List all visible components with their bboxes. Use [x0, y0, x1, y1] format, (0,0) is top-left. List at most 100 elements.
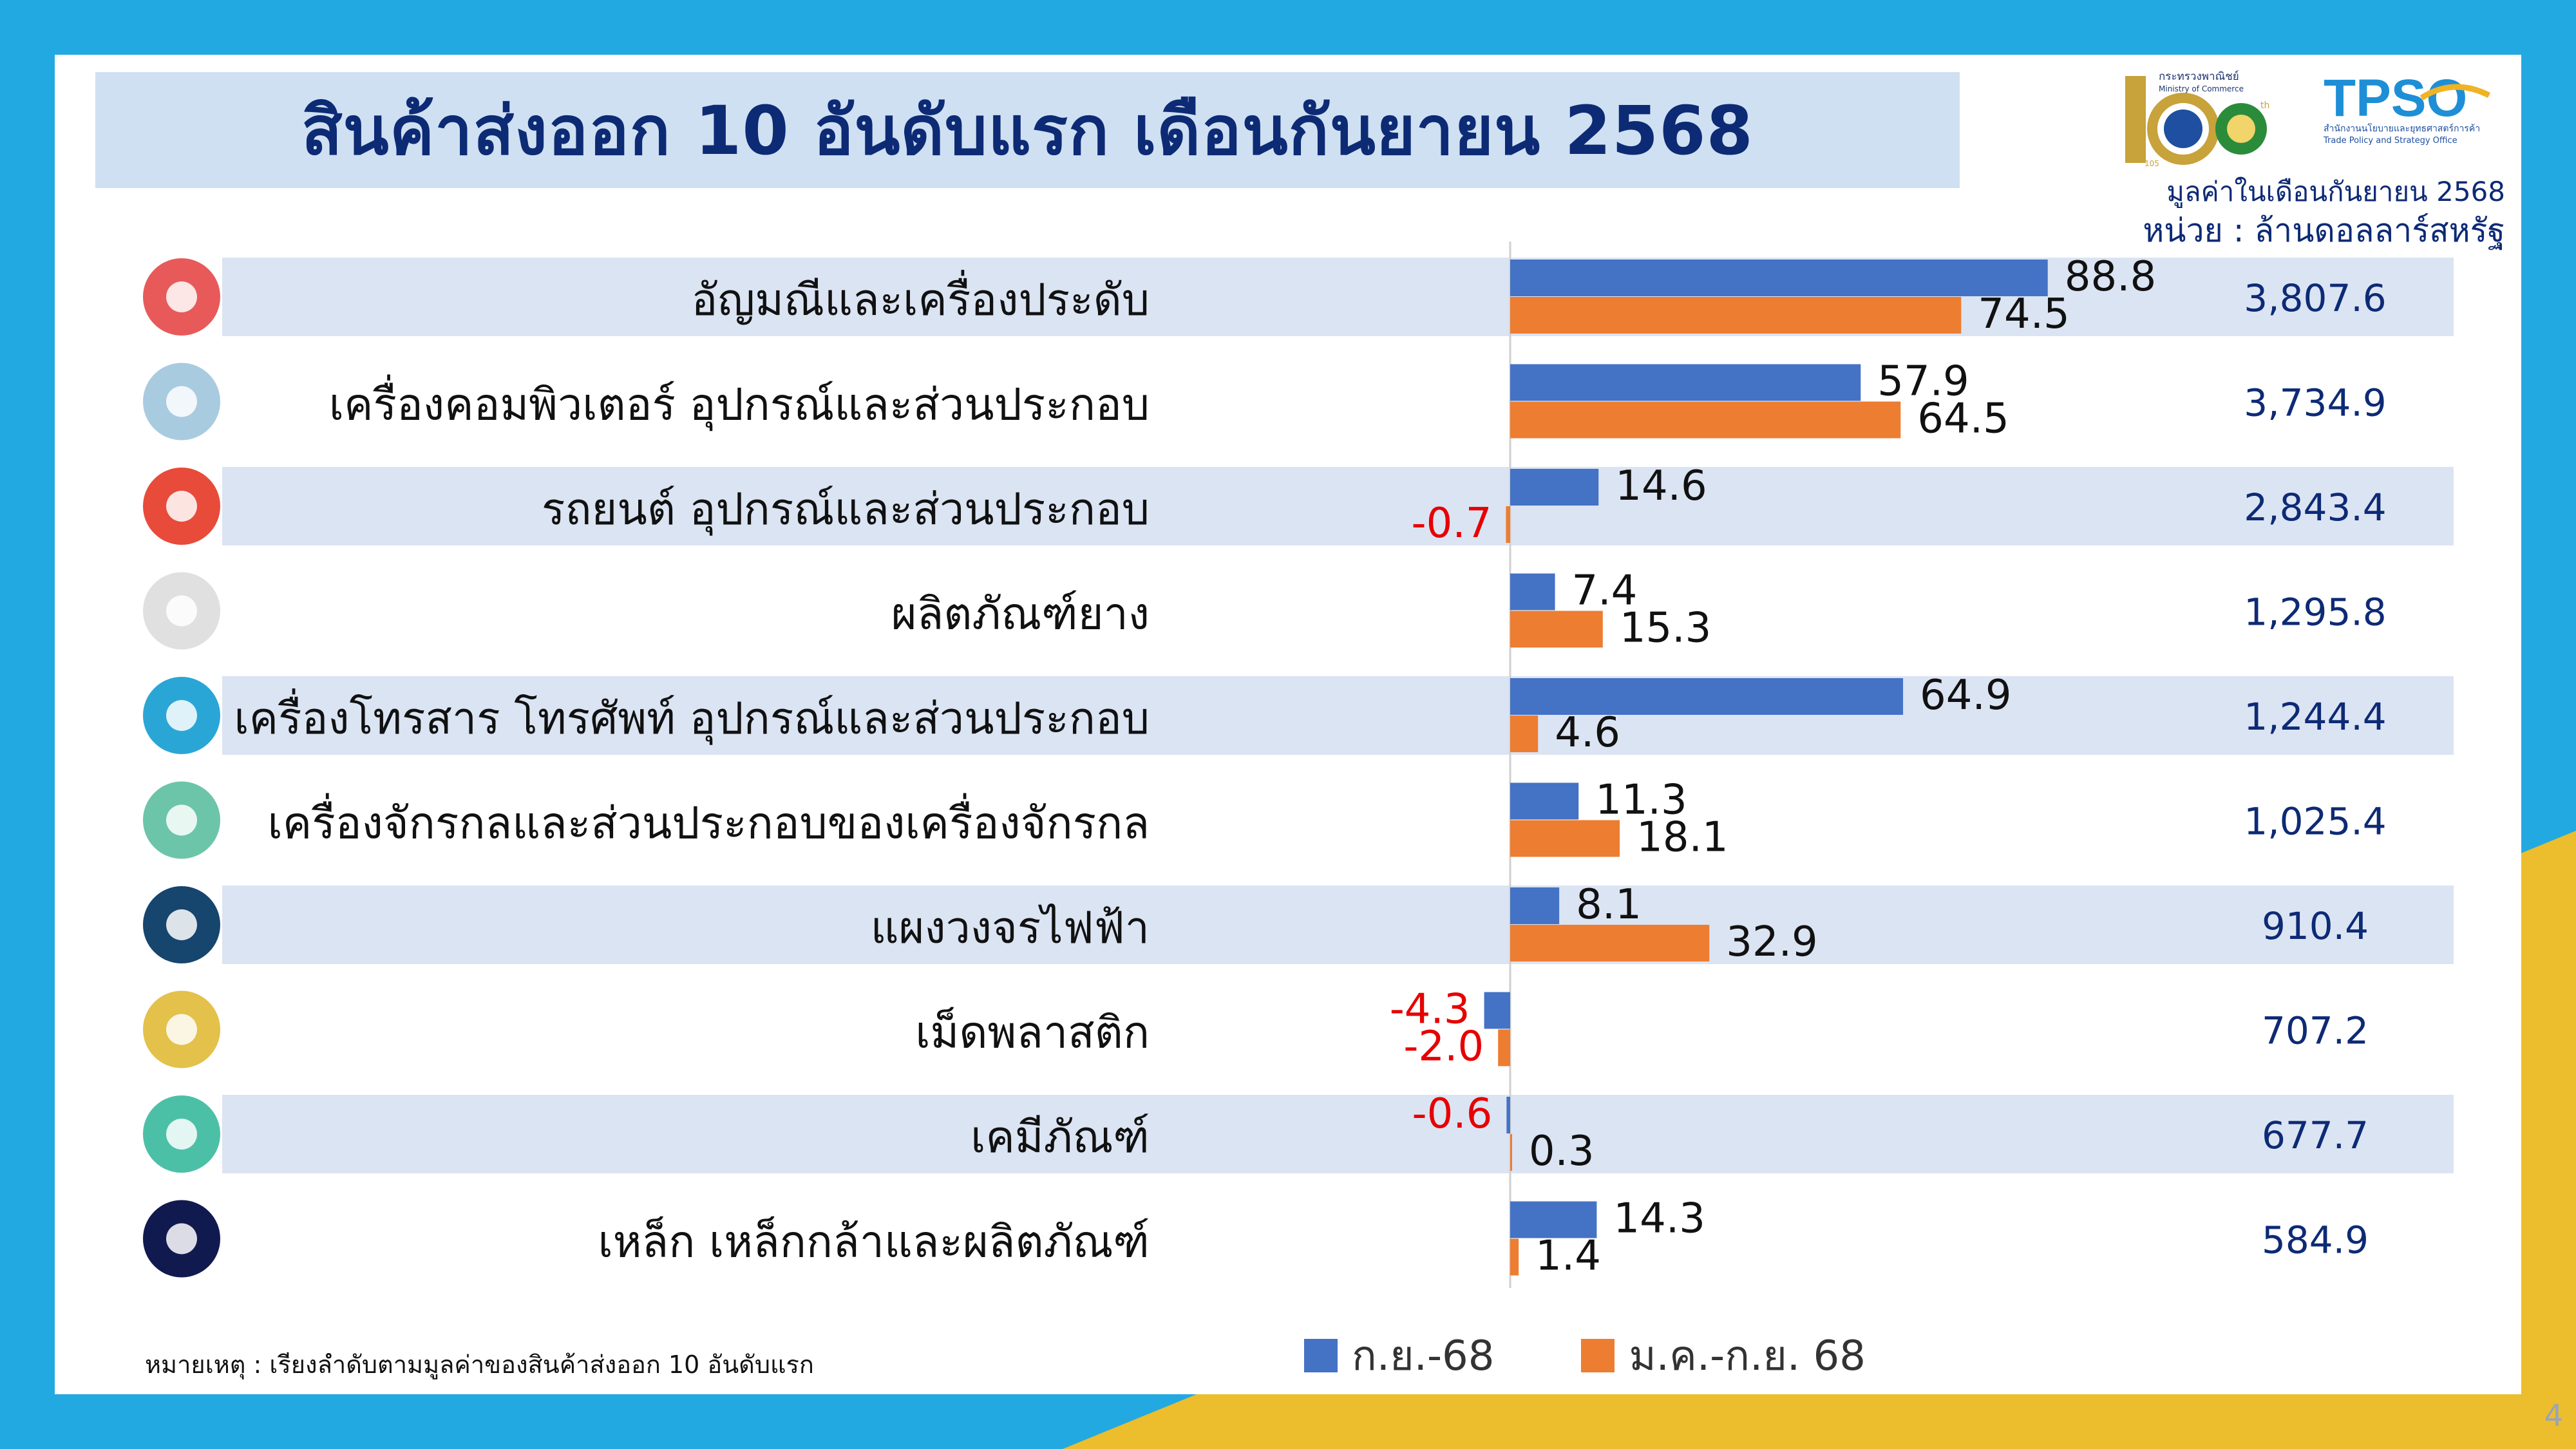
- row-band: [222, 467, 2454, 545]
- export-value: 2,843.4: [2244, 486, 2386, 529]
- bar-ytd: [1510, 715, 1539, 752]
- bar-ytd: [1510, 1134, 1512, 1171]
- category-label: เครื่องจักรกลและส่วนประกอบของเครื่องจักร…: [268, 793, 1150, 849]
- data-label-month: 64.9: [1920, 672, 2012, 719]
- legend-swatch-orange: [1581, 1339, 1615, 1372]
- bar-month: [1510, 1201, 1597, 1238]
- footnote: หมายเหตุ : เรียงลำดับตามมูลค่าของสินค้าส…: [145, 1350, 814, 1379]
- data-label-month: -0.6: [1412, 1090, 1492, 1138]
- bar-month: [1510, 887, 1560, 924]
- row-band: [222, 676, 2454, 755]
- data-label-month: 14.6: [1615, 462, 1707, 510]
- export-value: 1,295.8: [2244, 591, 2386, 634]
- bar-month: [1484, 992, 1510, 1029]
- plastic-pellet-icon-glyph: [166, 1014, 197, 1045]
- category-label: เคมีภัณฑ์: [971, 1112, 1150, 1163]
- data-label-month: -4.3: [1390, 986, 1470, 1034]
- row-band: [222, 258, 2454, 336]
- data-label-ytd: 15.3: [1620, 605, 1712, 652]
- legend-item-month: ก.ย.-68: [1304, 1323, 1494, 1388]
- category-label: รถยนต์ อุปกรณ์และส่วนประกอบ: [542, 484, 1150, 536]
- tpso-logo: TPSO สำนักงานนโยบายและยุทธศาสตร์การค้า T…: [2323, 69, 2491, 146]
- bar-month: [1510, 573, 1555, 611]
- bar-ytd: [1510, 1238, 1519, 1276]
- category-label: ผลิตภัณฑ์ยาง: [891, 589, 1150, 640]
- page-number: 4: [2544, 1398, 2563, 1433]
- bar-ytd: [1506, 506, 1510, 543]
- bar-month: [1510, 260, 2048, 296]
- logo-group: กระทรวงพาณิชย์ Ministry of Commerce 105 …: [2125, 69, 2491, 167]
- tpso-wordmark: TPSO: [2324, 69, 2467, 128]
- ministry-en-text: Ministry of Commerce: [2159, 84, 2244, 93]
- export-value: 910.4: [2262, 904, 2369, 948]
- gear-icon-glyph: [166, 804, 197, 836]
- bar-ytd: [1510, 925, 1710, 961]
- car-icon-glyph: [166, 491, 197, 522]
- bar-month: [1510, 678, 1904, 715]
- data-label-ytd: -2.0: [1403, 1023, 1484, 1071]
- bar-month: [1506, 1097, 1510, 1133]
- tpso-th-text: สำนักงานนโยบายและยุทธศาสตร์การค้า: [2324, 123, 2480, 134]
- data-label-month: 14.3: [1613, 1195, 1705, 1243]
- steel-beam-icon-glyph: [166, 1223, 197, 1255]
- row-band: [222, 886, 2454, 964]
- page-title: สินค้าส่งออก 10 อันดับแรก เดือนกันยายน 2…: [301, 91, 1754, 170]
- legend-item-ytd: ม.ค.-ก.ย. 68: [1581, 1323, 1866, 1388]
- bar-ytd: [1498, 1029, 1510, 1066]
- bar-ytd: [1510, 297, 1962, 334]
- legend-label-ytd: ม.ค.-ก.ย. 68: [1629, 1332, 1866, 1380]
- tpso-en-text: Trade Policy and Strategy Office: [2323, 136, 2458, 146]
- anniversary-suffix: th: [2260, 100, 2269, 111]
- data-label-ytd: 64.5: [1917, 395, 2009, 443]
- data-label-month: 88.8: [2065, 253, 2157, 301]
- category-label: อัญมณีและเครื่องประดับ: [691, 270, 1150, 326]
- data-label-month: 7.4: [1572, 567, 1638, 615]
- export-value: 3,807.6: [2244, 276, 2386, 320]
- unit-period-label: มูลค่าในเดือนกันยายน 2568: [2166, 176, 2505, 207]
- anniversary-text: 105: [2145, 159, 2159, 167]
- export-value: 3,734.9: [2244, 381, 2386, 425]
- bar-month: [1510, 469, 1599, 506]
- computer-icon-glyph: [166, 386, 197, 417]
- bar-ytd: [1510, 820, 1620, 857]
- data-label-ytd: 32.9: [1726, 918, 1818, 966]
- category-label: เม็ดพลาสติก: [915, 1007, 1150, 1059]
- export-value: 707.2: [2262, 1009, 2369, 1053]
- circuit-icon-glyph: [166, 909, 197, 940]
- export-value: 677.7: [2262, 1113, 2369, 1157]
- bar-ytd: [1510, 401, 1901, 439]
- data-label-ytd: 4.6: [1555, 709, 1620, 757]
- smartphone-icon-glyph: [166, 700, 197, 731]
- category-label: เครื่องคอมพิวเตอร์ อุปกรณ์และส่วนประกอบ: [329, 375, 1150, 431]
- bar-month: [1510, 782, 1579, 820]
- data-label-month: 11.3: [1595, 777, 1687, 824]
- chemistry-icon-glyph: [166, 1119, 197, 1150]
- data-label-ytd: -0.7: [1412, 500, 1492, 547]
- chart-legend: ก.ย.-68 ม.ค.-ก.ย. 68: [1304, 1330, 1953, 1381]
- legend-swatch-blue: [1304, 1339, 1338, 1372]
- data-label-month: 57.9: [1877, 358, 1969, 406]
- category-label: เครื่องโทรสาร โทรศัพท์ อุปกรณ์และส่วนประ…: [234, 688, 1150, 745]
- category-label: แผงวงจรไฟฟ้า: [871, 903, 1150, 954]
- tire-worker-icon-glyph: [166, 595, 197, 627]
- export-value: 584.9: [2262, 1218, 2369, 1262]
- data-label-ytd: 18.1: [1636, 814, 1728, 862]
- data-label-month: 8.1: [1576, 881, 1642, 929]
- data-label-ytd: 74.5: [1978, 290, 2070, 338]
- data-label-ytd: 1.4: [1535, 1233, 1601, 1280]
- unit-note: มูลค่าในเดือนกันยายน 2568 หน่วย : ล้านดอ…: [2143, 174, 2505, 251]
- ministry-th-text: กระทรวงพาณิชย์: [2159, 70, 2239, 83]
- moc-105-logo: กระทรวงพาณิชย์ Ministry of Commerce 105 …: [2125, 70, 2269, 167]
- bar-month: [1510, 364, 1861, 401]
- export-value: 1,244.4: [2244, 695, 2386, 739]
- category-label: เหล็ก เหล็กกล้าและผลิตภัณฑ์: [598, 1217, 1150, 1268]
- legend-label-month: ก.ย.-68: [1352, 1332, 1495, 1380]
- title-banner: สินค้าส่งออก 10 อันดับแรก เดือนกันยายน 2…: [95, 72, 1960, 188]
- bar-ytd: [1510, 611, 1603, 648]
- data-label-ytd: 0.3: [1529, 1128, 1595, 1175]
- row-band: [222, 1095, 2454, 1173]
- unit-currency-label: หน่วย : ล้านดอลลาร์สหรัฐ: [2143, 212, 2505, 249]
- diamond-icon-glyph: [166, 281, 197, 312]
- export-value: 1,025.4: [2244, 800, 2386, 844]
